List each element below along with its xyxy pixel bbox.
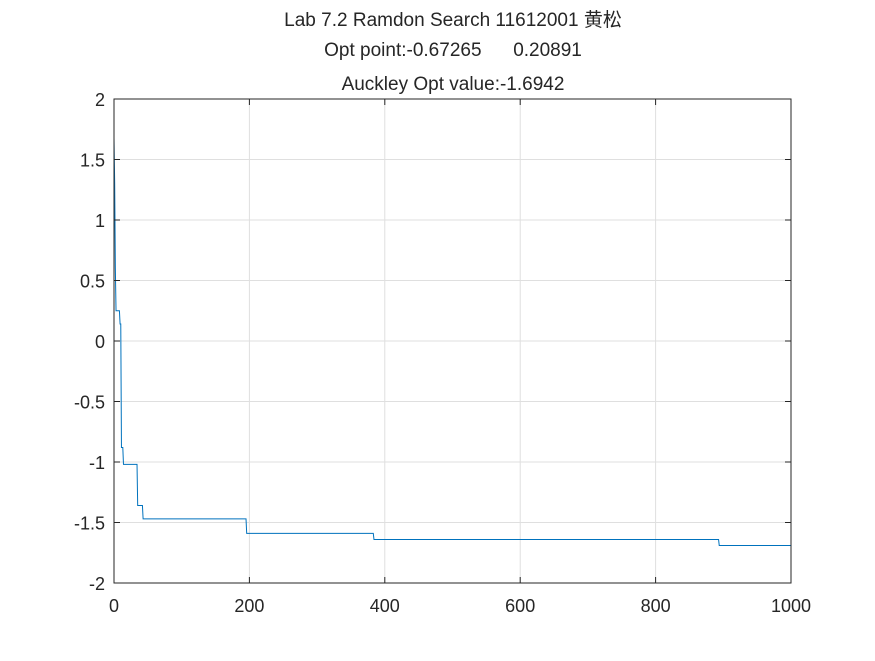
x-tick-label: 800 — [641, 596, 671, 616]
title-line-1: Lab 7.2 Ramdon Search 11612001 黄松 — [284, 9, 622, 31]
y-tick-label: -0.5 — [74, 393, 105, 413]
y-tick-label: 2 — [95, 90, 105, 110]
x-tick-label: 400 — [370, 596, 400, 616]
series-line-1 — [113, 137, 791, 546]
grid — [114, 99, 791, 583]
title-line-2: Opt point:-0.67265 0.20891 — [324, 40, 582, 61]
title-line-3: Auckley Opt value:-1.6942 — [342, 74, 565, 95]
y-tick-label: -1 — [89, 453, 105, 473]
x-tick-label: 0 — [109, 596, 119, 616]
chart-title: Lab 7.2 Ramdon Search 11612001 黄松 Opt po… — [284, 9, 622, 95]
y-tick-labels: -2 -1.5 -1 -0.5 0 0.5 1 1.5 2 — [74, 90, 105, 594]
y-tick-label: -1.5 — [74, 514, 105, 534]
y-tick-label: 0.5 — [80, 272, 105, 292]
y-tick-label: 1 — [95, 211, 105, 231]
y-tick-label: 0 — [95, 332, 105, 352]
y-tick-label: 1.5 — [80, 151, 105, 171]
x-tick-label: 1000 — [771, 596, 811, 616]
ticks — [113, 98, 792, 584]
y-tick-label: -2 — [89, 574, 105, 594]
x-tick-label: 600 — [505, 596, 535, 616]
x-tick-label: 200 — [234, 596, 264, 616]
x-tick-labels: 0 200 400 600 800 1000 — [109, 596, 811, 616]
series-layer — [113, 137, 791, 546]
